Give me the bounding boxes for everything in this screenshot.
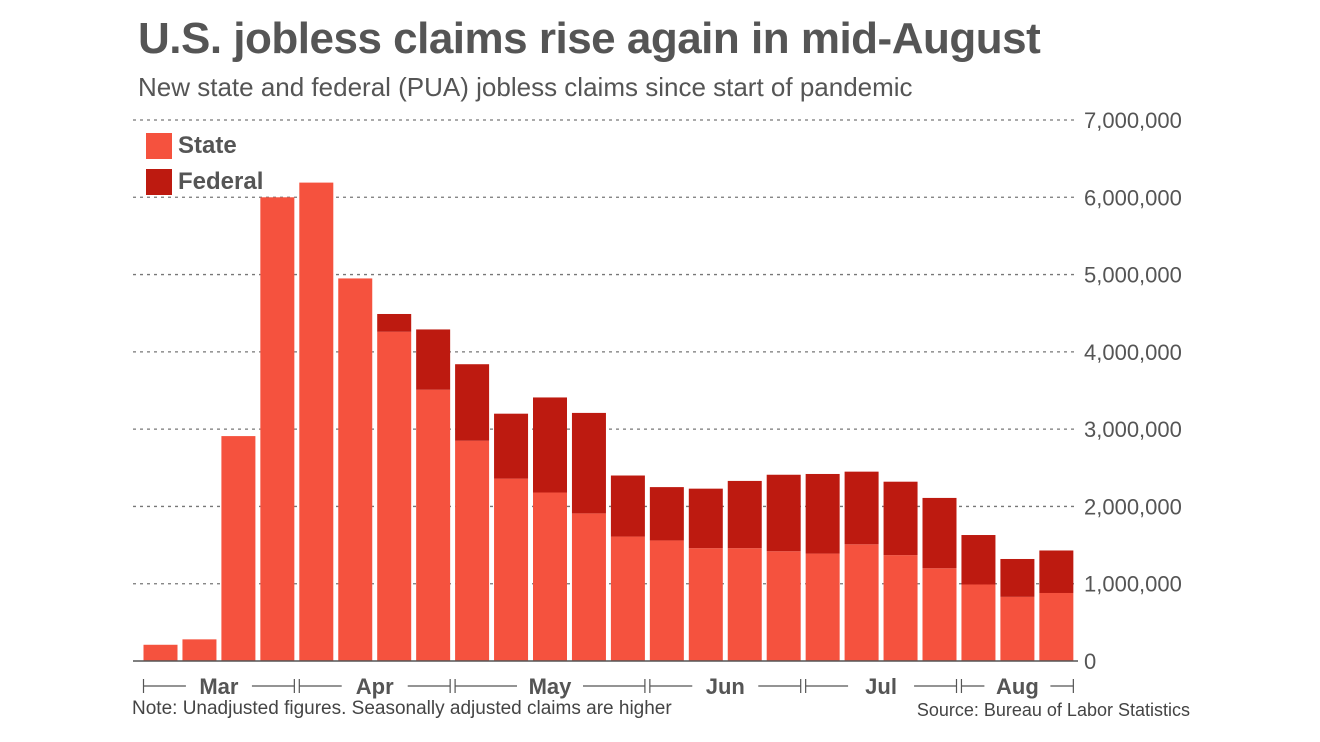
bar-state <box>922 568 957 661</box>
bar-state <box>143 644 178 661</box>
bar-state <box>1039 592 1074 661</box>
x-tick-label: Jun <box>706 674 745 699</box>
month-bracket: Aug <box>960 674 1074 699</box>
bar-state <box>338 278 373 661</box>
bar-federal <box>727 480 762 549</box>
x-tick-label: Jul <box>865 674 897 699</box>
bar-state <box>221 436 256 661</box>
month-bracket: May <box>454 674 646 699</box>
bar-state <box>844 544 879 661</box>
x-tick-label: Aug <box>996 674 1039 699</box>
bar-federal <box>377 313 412 332</box>
month-bracket: Mar <box>142 674 295 699</box>
bar-state <box>688 548 723 661</box>
legend-swatch-federal <box>146 169 172 195</box>
legend-swatch-state <box>146 133 172 159</box>
month-bracket: Jun <box>649 674 802 699</box>
bar-federal <box>805 473 840 554</box>
y-tick-label: 1,000,000 <box>1084 572 1182 597</box>
source-credit: Source: Bureau of Labor Statistics <box>916 700 1190 720</box>
legend-item-federal: Federal <box>146 164 263 200</box>
bar-federal <box>766 474 801 552</box>
legend-label-federal: Federal <box>178 168 264 195</box>
x-tick-label: May <box>529 674 573 699</box>
y-tick-label: 2,000,000 <box>1084 494 1182 519</box>
bar-federal <box>416 329 451 390</box>
bar-state <box>377 331 412 661</box>
bar-state <box>455 440 490 661</box>
bar-state <box>961 584 996 661</box>
bar-federal <box>1039 550 1074 593</box>
y-axis: 0 1,000,000 2,000,000 3,000,000 4,000,000 5,0… <box>1084 108 1182 674</box>
bar-federal <box>610 475 645 537</box>
bar-state <box>883 555 918 661</box>
bar-federal <box>688 488 723 549</box>
bar-state <box>727 548 762 661</box>
bar-state <box>766 551 801 661</box>
bar-state <box>533 492 567 661</box>
legend-label-state: State <box>178 132 237 159</box>
bar-federal <box>455 364 490 441</box>
bar-state <box>571 513 606 661</box>
legend: State Federal <box>146 128 263 200</box>
y-tick-label: 7,000,000 <box>1084 108 1182 133</box>
bar-federal <box>494 413 529 479</box>
footnote: Note: Unadjusted figures. Seasonally adj… <box>132 698 672 719</box>
y-tick-label: 6,000,000 <box>1084 185 1182 210</box>
bar-state <box>182 639 217 661</box>
x-tick-label: Apr <box>356 674 394 699</box>
chart-subtitle: New state and federal (PUA) jobless clai… <box>138 72 913 102</box>
bar-state <box>805 553 840 661</box>
bar-state <box>1000 596 1035 661</box>
bar-state <box>260 197 295 662</box>
chart-title: U.S. jobless claims rise again in mid-Au… <box>138 14 1041 63</box>
bar-state <box>610 536 645 661</box>
bar-federal <box>533 397 567 493</box>
x-tick-label: Mar <box>199 674 239 699</box>
bar-federal <box>844 471 879 545</box>
x-axis: Mar Apr May Jun Jul Aug <box>133 660 1078 699</box>
bar-federal <box>883 481 918 556</box>
bar-state <box>299 182 334 661</box>
bar-state <box>494 478 529 661</box>
y-tick-label: 4,000,000 <box>1084 340 1182 365</box>
bar-federal <box>1000 558 1035 597</box>
y-tick-label: 3,000,000 <box>1084 417 1182 442</box>
bar-state <box>649 540 684 661</box>
month-bracket: Apr <box>298 674 451 699</box>
bar-federal <box>922 497 957 569</box>
bar-federal <box>961 535 996 585</box>
y-tick-label: 0 <box>1084 649 1096 674</box>
bars <box>143 182 1074 662</box>
bar-state <box>416 389 451 661</box>
legend-item-state: State <box>146 128 263 164</box>
bar-federal <box>649 487 684 541</box>
bar-federal <box>571 412 606 514</box>
y-tick-label: 5,000,000 <box>1084 263 1182 288</box>
month-bracket: Jul <box>805 674 958 699</box>
